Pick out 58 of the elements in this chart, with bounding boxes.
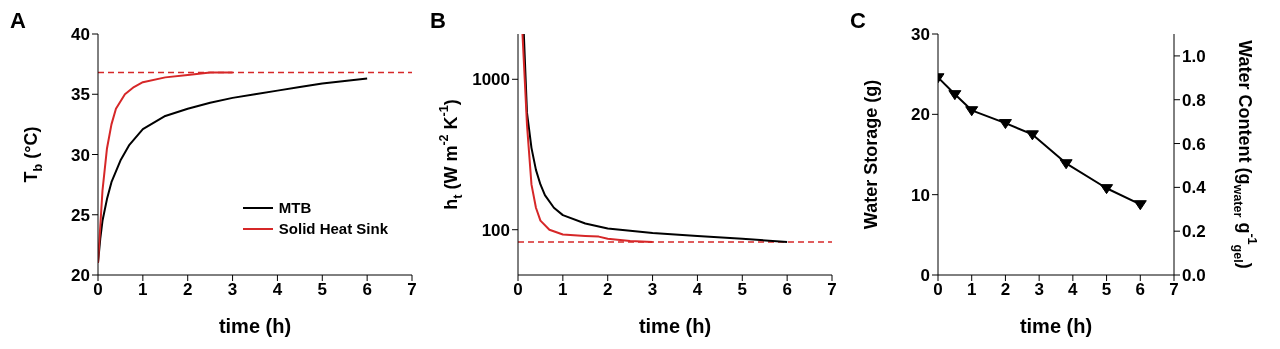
x-tick-label: 2 — [182, 280, 193, 300]
x-tick-label: 5 — [737, 280, 748, 300]
y-tick-label: 0 — [920, 266, 930, 286]
chart-title: B — [430, 8, 446, 34]
x-tick-label: 7 — [1169, 280, 1179, 300]
y-axis-title: Water Storage (g) — [860, 79, 881, 230]
x-tick-label: 3 — [1034, 280, 1044, 300]
y2-tick-label: 0.0 — [1182, 266, 1206, 286]
x-tick-label: 5 — [1101, 280, 1112, 300]
x-tick-label: 0 — [93, 280, 103, 300]
y2-tick-label: 0.8 — [1182, 90, 1206, 110]
x-tick-label: 7 — [407, 280, 417, 300]
y-tick-label: 1000 — [472, 70, 510, 90]
x-tick-label: 1 — [138, 280, 148, 300]
x-tick-label: 0 — [513, 280, 523, 300]
x-axis-title: time (h) — [218, 315, 292, 337]
x-tick-label: 0 — [933, 280, 943, 300]
x-tick-label: 3 — [647, 280, 658, 300]
x-tick-label: 1 — [558, 280, 568, 300]
chart-title: A — [10, 8, 26, 34]
y-tick-label: 30 — [911, 25, 930, 45]
y-tick-label: 20 — [71, 266, 90, 286]
point — [1133, 200, 1147, 211]
x-axis-title: time (h) — [1019, 315, 1093, 337]
y-tick-label: 100 — [481, 220, 510, 240]
x-tick-label: 2 — [1000, 280, 1011, 300]
x-axis-title: time (h) — [638, 315, 712, 337]
point — [965, 106, 979, 117]
y-tick-label: 35 — [71, 85, 90, 105]
x-tick-label: 2 — [602, 280, 613, 300]
point — [1059, 159, 1073, 170]
x-tick-label: 6 — [362, 280, 372, 300]
y-tick-label: 30 — [71, 145, 90, 165]
chart-title: C — [850, 8, 866, 34]
x-tick-label: 4 — [272, 280, 283, 300]
point — [948, 90, 962, 101]
legend-label: Solid Heat Sink — [278, 220, 388, 237]
y-tick-label: 10 — [911, 185, 930, 205]
x-tick-label: 3 — [227, 280, 238, 300]
y2-tick-label: 1.0 — [1182, 46, 1206, 66]
x-tick-label: 6 — [1135, 280, 1146, 300]
x-tick-label: 7 — [827, 280, 837, 300]
point — [1025, 130, 1039, 141]
x-tick-label: 4 — [692, 280, 703, 300]
point — [998, 119, 1012, 130]
y-tick-label: 20 — [911, 105, 930, 125]
x-tick-label: 5 — [317, 280, 328, 300]
y2-tick-label: 0.2 — [1182, 222, 1206, 242]
x-tick-label: 1 — [966, 280, 977, 300]
y2-tick-label: 0.6 — [1182, 134, 1206, 154]
y-tick-label: 40 — [71, 25, 90, 45]
x-tick-label: 6 — [782, 280, 792, 300]
point — [1100, 184, 1114, 195]
x-tick-label: 4 — [1068, 280, 1079, 300]
line-series — [522, 34, 789, 243]
y2-tick-label: 0.4 — [1182, 178, 1207, 198]
y-tick-label: 25 — [71, 205, 90, 225]
legend-label: MTB — [278, 199, 312, 216]
